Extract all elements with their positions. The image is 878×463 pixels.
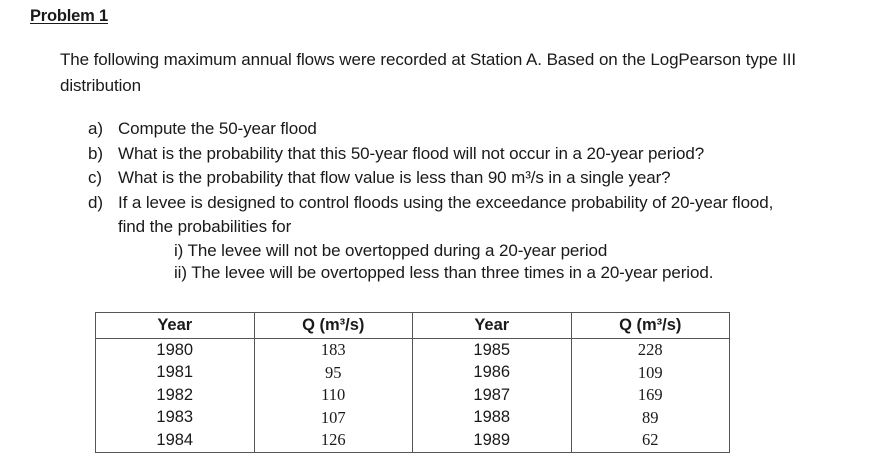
flow-cell: 62 (570, 429, 730, 453)
table-header-row: Year Q (m³/s) Year Q (m³/s) (95, 312, 730, 339)
table-row: 1982 110 1987 169 (95, 384, 730, 407)
year-cell: 1981 (95, 361, 255, 384)
year-cell: 1980 (95, 338, 255, 362)
question-text: If a levee is designed to control floods… (118, 192, 774, 237)
table-row: 1980 183 1985 228 (95, 338, 730, 362)
question-d: d) If a levee is designed to control flo… (88, 191, 804, 240)
column-header-flow: Q (m³/s) (253, 312, 413, 339)
question-letter: a) (88, 119, 103, 138)
column-header-year: Year (412, 312, 572, 339)
table-row: 1981 95 1986 109 (95, 361, 730, 384)
question-list: a) Compute the 50-year flood b) What is … (88, 117, 804, 284)
column-header-flow: Q (m³/s) (570, 312, 730, 339)
year-cell: 1984 (95, 429, 255, 453)
year-cell: 1987 (412, 384, 572, 407)
flow-cell: 183 (253, 338, 413, 362)
flow-table: Year Q (m³/s) Year Q (m³/s) 1980 183 198… (95, 312, 730, 453)
flow-cell: 109 (570, 361, 730, 384)
column-header-year: Year (95, 312, 255, 339)
flow-cell: 126 (253, 429, 413, 453)
year-cell: 1986 (412, 361, 572, 384)
year-cell: 1985 (412, 338, 572, 362)
question-b: b) What is the probability that this 50-… (88, 142, 804, 167)
flow-cell: 169 (570, 384, 730, 407)
question-letter: d) (88, 192, 103, 212)
flow-cell: 228 (570, 338, 730, 362)
question-text: What is the probability that flow value … (118, 168, 671, 187)
flow-cell: 107 (253, 406, 413, 429)
sub-question-i: i) The levee will not be overtopped duri… (174, 240, 608, 260)
flow-cell: 89 (570, 406, 730, 429)
year-cell: 1989 (412, 429, 572, 453)
year-cell: 1988 (412, 406, 572, 429)
flow-cell: 110 (253, 384, 413, 407)
year-cell: 1982 (95, 384, 255, 407)
sub-question-ii: ii) The levee will be overtopped less th… (174, 262, 714, 282)
table-row: 1984 126 1989 62 (95, 429, 730, 453)
question-letter: b) (88, 143, 103, 163)
question-letter: c) (88, 168, 102, 187)
question-text: What is the probability that this 50-yea… (118, 143, 705, 163)
problem-intro: The following maximum annual flows were … (60, 50, 796, 95)
table-row: 1983 107 1988 89 (95, 406, 730, 429)
question-c: c) What is the probability that flow val… (88, 166, 804, 191)
question-a: a) Compute the 50-year flood (88, 117, 804, 142)
question-text: Compute the 50-year flood (118, 119, 317, 138)
year-cell: 1983 (95, 406, 255, 429)
flow-cell: 95 (253, 361, 413, 384)
problem-title: Problem 1 (30, 7, 108, 25)
